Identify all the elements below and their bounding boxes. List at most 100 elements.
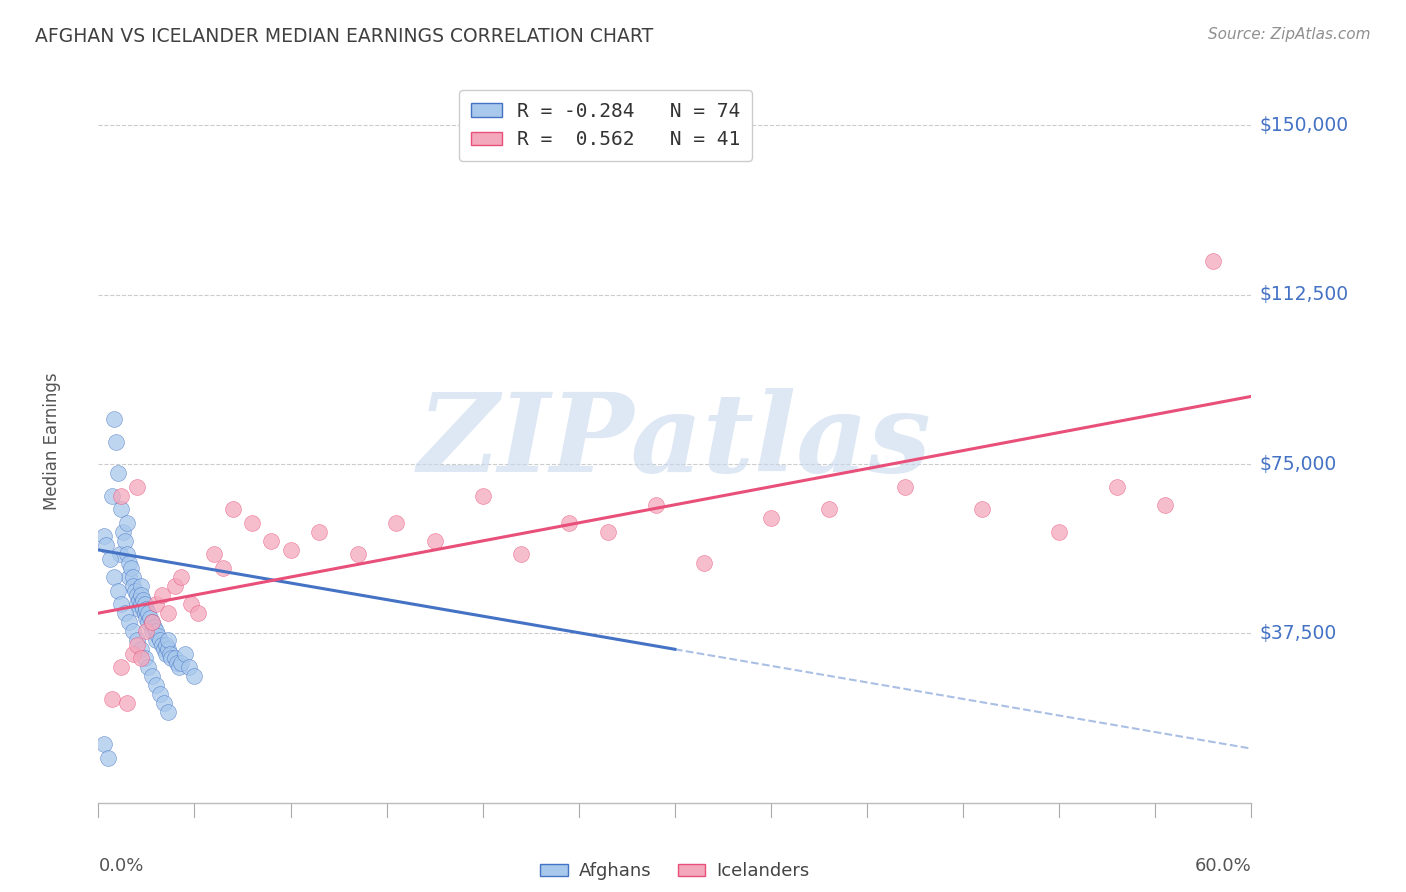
Point (138, 606, 160, 620)
Point (139, 610, 162, 624)
Point (131, 601, 153, 615)
Text: Source: ZipAtlas.com: Source: ZipAtlas.com (1208, 27, 1371, 42)
Point (165, 651, 187, 665)
Point (117, 548, 139, 562)
Point (141, 624, 163, 639)
Point (1202, 253, 1225, 268)
Legend: Afghans, Icelanders: Afghans, Icelanders (533, 855, 817, 888)
Point (134, 651, 156, 665)
Text: ZIPatlas: ZIPatlas (418, 388, 932, 495)
Point (124, 583, 146, 598)
Point (156, 642, 179, 657)
Point (170, 656, 193, 670)
Point (174, 647, 197, 661)
Point (125, 588, 148, 602)
Point (143, 620, 166, 634)
Point (894, 480, 917, 494)
Point (122, 570, 145, 584)
Point (471, 489, 494, 503)
Point (112, 524, 135, 539)
Point (644, 498, 666, 512)
Point (125, 480, 148, 494)
Point (817, 502, 839, 516)
Text: AFGHAN VS ICELANDER MEDIAN EARNINGS CORRELATION CHART: AFGHAN VS ICELANDER MEDIAN EARNINGS CORR… (35, 27, 654, 45)
Point (160, 651, 183, 665)
Point (107, 466, 129, 480)
Text: 0.0%: 0.0% (98, 857, 143, 875)
Point (972, 502, 994, 516)
Point (156, 606, 179, 620)
Point (98, 552, 121, 566)
Point (125, 633, 148, 648)
Point (146, 629, 169, 643)
Point (97, 750, 120, 764)
Text: $37,500: $37,500 (1258, 624, 1336, 643)
Point (101, 489, 124, 503)
Point (145, 597, 167, 611)
Point (166, 656, 188, 670)
Point (149, 633, 172, 648)
Point (156, 706, 179, 720)
Point (129, 579, 152, 593)
Point (152, 642, 174, 657)
Point (131, 592, 153, 607)
Point (149, 687, 172, 701)
Point (155, 647, 177, 661)
Point (170, 570, 193, 584)
Point (138, 615, 160, 630)
Point (134, 606, 156, 620)
Point (167, 660, 190, 674)
Point (222, 502, 245, 516)
Text: $112,500: $112,500 (1258, 285, 1348, 304)
Point (128, 601, 150, 615)
Point (1047, 524, 1070, 539)
Point (107, 583, 129, 598)
Point (202, 548, 225, 562)
Point (135, 601, 157, 615)
Point (117, 697, 139, 711)
Point (159, 647, 181, 661)
Point (558, 516, 581, 530)
Text: $75,000: $75,000 (1258, 455, 1336, 474)
Point (110, 502, 132, 516)
Point (347, 548, 370, 562)
Point (280, 542, 302, 557)
Point (423, 533, 446, 548)
Point (114, 606, 136, 620)
Point (177, 660, 200, 674)
Point (134, 597, 156, 611)
Point (150, 588, 173, 602)
Point (101, 692, 124, 706)
Point (150, 638, 173, 652)
Point (103, 570, 125, 584)
Point (693, 557, 716, 571)
Point (260, 533, 283, 548)
Text: Median Earnings: Median Earnings (44, 373, 62, 510)
Point (141, 615, 163, 630)
Point (125, 597, 148, 611)
Point (596, 524, 619, 539)
Point (118, 570, 141, 584)
Point (156, 633, 179, 648)
Point (94, 538, 117, 552)
Point (118, 615, 141, 630)
Point (122, 579, 145, 593)
Point (138, 660, 160, 674)
Text: $150,000: $150,000 (1258, 116, 1348, 135)
Point (141, 669, 163, 683)
Point (110, 660, 132, 674)
Point (122, 624, 145, 639)
Point (103, 412, 125, 426)
Point (110, 489, 132, 503)
Point (1154, 498, 1177, 512)
Point (117, 516, 139, 530)
Point (145, 624, 167, 639)
Point (145, 633, 167, 648)
Point (155, 638, 177, 652)
Point (120, 561, 142, 575)
Point (110, 597, 132, 611)
Point (122, 647, 145, 661)
Point (129, 597, 152, 611)
Point (93, 529, 115, 543)
Point (152, 697, 174, 711)
